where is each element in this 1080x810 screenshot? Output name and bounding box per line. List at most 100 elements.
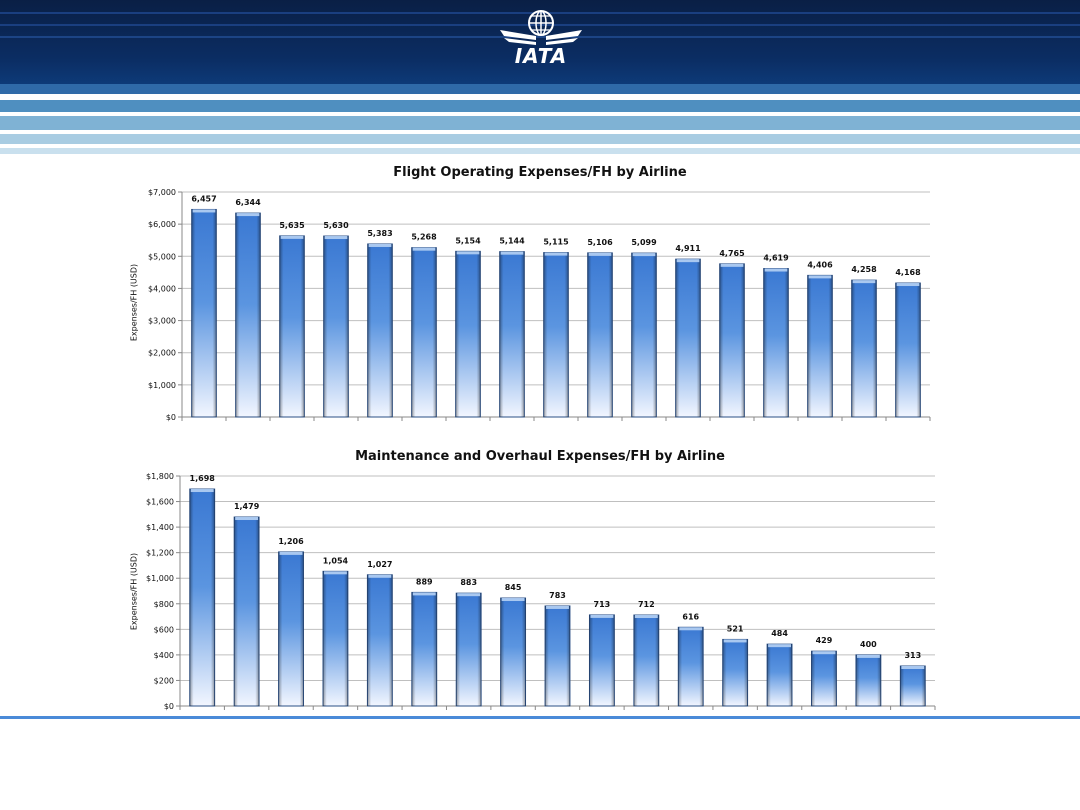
data-label: 5,115 xyxy=(543,238,569,247)
header-navy-band xyxy=(0,0,1080,84)
bar-shading xyxy=(456,593,482,706)
data-label: 521 xyxy=(727,624,744,633)
header-gap xyxy=(0,112,1080,116)
data-label: 4,258 xyxy=(851,265,877,274)
bar-top-bevel xyxy=(720,263,744,267)
data-label: 1,027 xyxy=(367,560,392,569)
bar-top-bevel xyxy=(235,517,259,521)
data-label: 783 xyxy=(549,591,566,600)
data-label: 616 xyxy=(682,612,699,621)
bar-top-bevel xyxy=(544,252,568,256)
bar-top-bevel xyxy=(368,243,392,247)
bar-shading xyxy=(411,247,437,417)
y-tick-label: $6,000 xyxy=(148,220,176,229)
y-tick-label: $600 xyxy=(154,625,174,634)
header-pale-band xyxy=(0,148,1080,154)
header-stripe xyxy=(0,24,1080,26)
data-label: 1,054 xyxy=(323,556,349,565)
y-tick-label: $1,800 xyxy=(146,472,174,481)
bar-shading xyxy=(323,236,349,417)
bar-top-bevel xyxy=(634,615,658,619)
bar-shading xyxy=(455,251,481,417)
data-label: 4,911 xyxy=(675,244,701,253)
bar-shading xyxy=(234,517,260,706)
data-label: 712 xyxy=(638,600,655,609)
data-label: 5,268 xyxy=(411,233,437,242)
bar-shading xyxy=(279,235,305,417)
bar-shading xyxy=(678,627,704,706)
header-banner: IATA xyxy=(0,0,1080,160)
header-blue-band xyxy=(0,84,1080,94)
data-label: 400 xyxy=(860,640,877,649)
data-label: 1,698 xyxy=(190,474,216,483)
bar-shading xyxy=(851,280,877,417)
bar-shading xyxy=(589,614,615,706)
bar-shading xyxy=(855,654,881,706)
bar-top-bevel xyxy=(324,236,348,240)
bar-top-bevel xyxy=(856,654,880,658)
bar-top-bevel xyxy=(812,651,836,655)
bar-shading xyxy=(323,571,348,706)
bar-top-bevel xyxy=(546,605,569,609)
header-light-band xyxy=(0,116,1080,130)
bar-shading xyxy=(235,213,261,417)
data-label: 429 xyxy=(816,636,833,645)
data-label: 889 xyxy=(416,577,433,586)
data-label: 883 xyxy=(460,578,477,587)
bar-top-bevel xyxy=(236,213,260,217)
bar-shading xyxy=(895,283,921,417)
y-tick-label: $0 xyxy=(166,413,176,422)
bar-shading xyxy=(543,252,569,417)
data-label: 5,635 xyxy=(279,221,305,230)
globe-wings-logo-icon xyxy=(500,10,582,45)
bar-shading xyxy=(545,605,570,706)
y-tick-label: $3,000 xyxy=(148,317,176,326)
bar-shading xyxy=(278,551,304,706)
bar-plot-area: $0 $200 $400 $600 $800 $1,000 $1,200 $1,400 $1,6… xyxy=(146,472,936,711)
flight-operating-expenses-chart: Flight Operating Expenses/FH by Airline … xyxy=(0,160,1080,430)
y-tick-label: $0 xyxy=(164,702,174,711)
bar-top-bevel xyxy=(412,247,436,251)
bar-top-bevel xyxy=(590,614,614,618)
header-gap xyxy=(0,94,1080,100)
bar-shading xyxy=(411,592,437,706)
data-label: 4,765 xyxy=(719,249,745,258)
data-label: 6,344 xyxy=(235,198,261,207)
data-label: 5,383 xyxy=(367,229,392,238)
y-tick-label: $1,200 xyxy=(146,549,174,558)
data-label: 6,457 xyxy=(191,194,216,203)
footer-rule xyxy=(0,716,1080,719)
bar-shading xyxy=(367,574,393,706)
data-label: 4,406 xyxy=(807,260,833,269)
bar-shading xyxy=(633,615,659,706)
bar-shading xyxy=(587,252,613,417)
bar-top-bevel xyxy=(412,592,436,596)
bar-top-bevel xyxy=(808,275,832,279)
bar-shading xyxy=(499,251,525,417)
iata-logo: IATA xyxy=(496,6,586,68)
bar-shading xyxy=(900,666,926,706)
bar-top-bevel xyxy=(852,280,876,284)
data-label: 313 xyxy=(904,651,921,660)
bar-plot-area: $0 $1,000 $2,000 $3,000 $4,000 $5,000 $6,000 $7… xyxy=(148,188,931,422)
bar-top-bevel xyxy=(723,639,747,643)
bar-shading xyxy=(811,651,837,706)
y-tick-label: $1,000 xyxy=(146,574,174,583)
bar-shading xyxy=(500,598,526,706)
bar-top-bevel xyxy=(676,259,700,263)
y-tick-label: $2,000 xyxy=(148,349,176,358)
bar-top-bevel xyxy=(679,627,703,631)
y-tick-label: $4,000 xyxy=(148,284,176,293)
bar-top-bevel xyxy=(764,268,788,272)
header-gap xyxy=(0,144,1080,148)
data-label: 1,206 xyxy=(278,537,304,546)
y-tick-label: $1,600 xyxy=(146,498,174,507)
y-tick-label: $400 xyxy=(154,651,174,660)
header-stripe xyxy=(0,36,1080,38)
bar-shading xyxy=(763,268,789,417)
bar-shading xyxy=(722,639,748,706)
data-label: 5,154 xyxy=(455,236,481,245)
data-label: 484 xyxy=(771,629,788,638)
bar-top-bevel xyxy=(280,235,304,239)
bar-shading xyxy=(189,489,215,706)
